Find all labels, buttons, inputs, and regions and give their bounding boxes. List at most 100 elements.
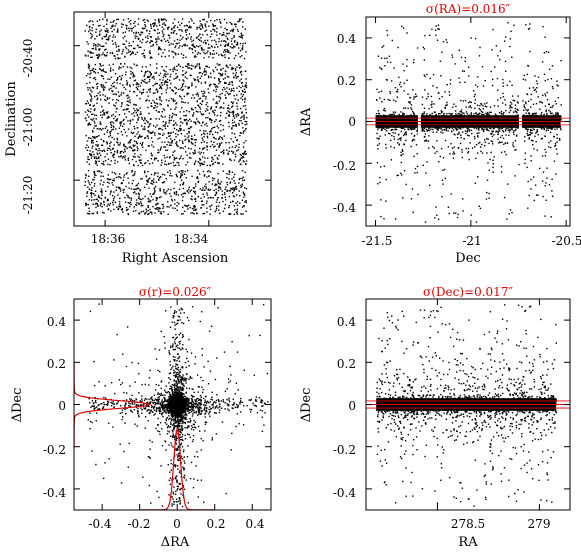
sky-point <box>194 79 196 82</box>
sky-point <box>166 206 168 208</box>
dra-dec-point <box>530 139 533 142</box>
sky-point <box>141 32 144 34</box>
sky-point <box>150 154 153 156</box>
sky-point <box>182 57 184 59</box>
sky-point <box>87 66 90 68</box>
sky-point <box>85 103 88 105</box>
sky-point <box>179 95 181 97</box>
sky-point <box>88 64 90 67</box>
sky-point <box>180 53 183 55</box>
dra-dec-point <box>456 216 459 219</box>
sky-point <box>193 163 196 166</box>
sky-point <box>139 91 141 93</box>
sky-point <box>128 42 130 44</box>
sky-point <box>121 157 124 159</box>
sky-point <box>170 138 172 140</box>
dra-dec-point <box>469 142 471 144</box>
sky-point <box>145 82 147 84</box>
sky-point <box>156 198 158 200</box>
sky-point <box>98 49 100 51</box>
sky-point <box>141 125 143 127</box>
sky-point <box>159 187 161 190</box>
sky-point <box>118 50 120 52</box>
sky-point <box>234 173 236 176</box>
sky-point <box>199 20 201 22</box>
sky-point <box>212 136 215 139</box>
sky-point <box>238 190 240 192</box>
sky-point <box>203 68 206 70</box>
sky-point <box>109 202 112 205</box>
sky-point <box>223 51 225 53</box>
dra-dec-point <box>448 112 450 115</box>
dra-dec-point <box>489 158 491 161</box>
sky-point <box>155 197 157 199</box>
sky-point <box>157 36 159 38</box>
dra-dec-point <box>516 111 518 114</box>
dra-dec-point <box>432 85 434 87</box>
sky-point <box>217 138 220 140</box>
sky-point <box>127 196 129 199</box>
sky-point <box>216 143 218 145</box>
sky-point <box>144 195 146 198</box>
sky-point <box>100 179 102 182</box>
dra-dec-point <box>499 50 501 52</box>
dra-dec-point <box>438 98 441 100</box>
sky-point <box>182 183 184 186</box>
dra-dec-point <box>461 151 463 153</box>
dra-dec-point <box>492 166 494 169</box>
sky-point <box>165 121 167 123</box>
sky-point <box>233 35 235 37</box>
sky-point <box>156 40 158 42</box>
sky-point <box>130 70 132 73</box>
sky-point <box>121 209 123 211</box>
sky-point <box>120 105 123 107</box>
sky-point <box>186 77 188 80</box>
sky-point <box>100 171 103 174</box>
sky-point <box>111 52 114 54</box>
dra-dec-point <box>405 131 407 133</box>
dra-dec-point <box>433 147 435 149</box>
dra-dec-point <box>535 112 537 114</box>
dra-dec-point <box>534 88 537 91</box>
sky-point <box>164 127 167 130</box>
sky-point <box>106 143 108 145</box>
sky-point <box>147 75 149 78</box>
sky-point <box>157 90 159 92</box>
sky-point <box>128 100 130 103</box>
sky-point <box>241 199 244 201</box>
sky-point <box>170 98 172 100</box>
sky-point <box>87 124 89 126</box>
dra-dec-point <box>399 172 402 174</box>
sky-point <box>100 29 102 31</box>
sky-point <box>164 49 166 51</box>
sky-point <box>194 206 196 208</box>
dra-dec-point <box>557 97 559 99</box>
sky-point <box>95 83 98 85</box>
dra-dec-point <box>442 157 445 159</box>
sky-point <box>139 111 142 113</box>
sky-point <box>224 188 226 190</box>
dra-dec-point <box>400 127 403 130</box>
dra-dec-point <box>403 113 405 115</box>
sky-point <box>225 117 227 119</box>
dra-dec-point <box>384 134 386 136</box>
sky-point <box>126 82 129 84</box>
sky-point <box>94 160 97 162</box>
sky-point <box>227 38 229 41</box>
sky-point <box>216 69 218 71</box>
sky-point <box>154 157 156 159</box>
dra-dec-point <box>451 54 453 56</box>
sky-point <box>183 192 185 195</box>
sky-point <box>220 123 222 126</box>
sky-point <box>189 118 191 121</box>
sky-point <box>141 164 144 167</box>
sky-point <box>112 128 115 130</box>
sky-point <box>127 104 130 107</box>
dra-dec-point <box>444 91 446 93</box>
dra-dec-point <box>505 128 507 130</box>
sky-point <box>105 55 107 57</box>
sky-point <box>175 42 177 45</box>
sky-point <box>211 204 213 206</box>
sky-point <box>237 99 239 101</box>
sky-point <box>155 38 157 40</box>
